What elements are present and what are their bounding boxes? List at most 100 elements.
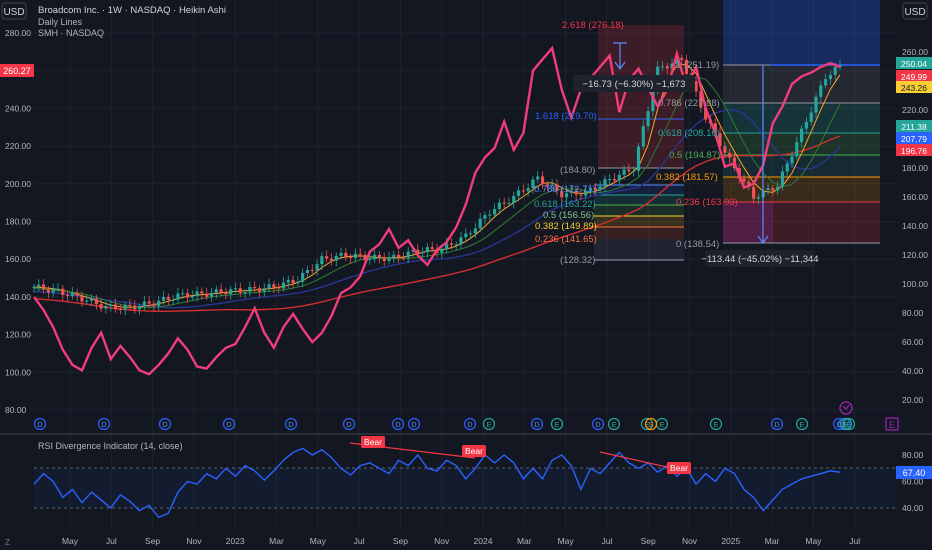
event-marker-circle[interactable] <box>342 417 356 431</box>
fib-label-1618: 1.618 (219.70) <box>535 111 597 122</box>
fib-r-label-0382: 0.382 (181.57) <box>656 172 718 183</box>
event-marker-circle[interactable] <box>463 417 477 431</box>
event-marker-circle[interactable] <box>407 417 421 431</box>
candle-body <box>344 252 348 257</box>
time-tick: Mar <box>269 536 284 546</box>
candle-body <box>339 252 343 256</box>
candle-body <box>334 255 338 261</box>
candle-body <box>675 58 679 64</box>
candle-body <box>646 111 650 127</box>
time-tick: Mar <box>765 536 780 546</box>
candle-body <box>704 107 708 120</box>
timezone-button[interactable]: Z <box>5 538 10 547</box>
event-marker-circle[interactable] <box>33 417 47 431</box>
smh-line[interactable] <box>33 45 841 376</box>
replay-icon[interactable] <box>839 401 853 415</box>
currency-button-left-box[interactable] <box>1 2 27 20</box>
fib-left-band-5 <box>594 227 684 239</box>
candle-body <box>267 284 271 289</box>
fib-right-band-1 <box>723 65 880 103</box>
rsi-legend: RSI Divergence Indicator (14, close) <box>38 441 183 451</box>
candle-body <box>75 292 79 296</box>
right-tick: 140.00 <box>902 221 928 231</box>
left-tick: 80.00 <box>5 405 27 415</box>
candle-body <box>660 66 665 68</box>
event-marker-circle[interactable] <box>530 417 544 431</box>
rsi-divergences: Bear Bear Bear <box>349 436 691 474</box>
event-marker-circle[interactable] <box>482 417 496 431</box>
chart-title: Broadcom Inc. · 1W · NASDAQ · Heikin Ash… <box>38 5 226 16</box>
candle-body <box>766 188 770 191</box>
left-current-price: 260.27 <box>3 66 31 76</box>
candle-body <box>310 270 314 272</box>
candle-body <box>819 85 823 97</box>
candle-body <box>157 300 161 307</box>
candle-body <box>209 292 214 297</box>
event-marker-circle[interactable] <box>284 417 298 431</box>
left-current-price-badge <box>0 64 34 77</box>
right-badge-box <box>896 57 932 69</box>
fib-label-0786: 0.786 (172.71) <box>534 184 596 195</box>
candle-body <box>253 286 257 289</box>
candle-body <box>233 288 238 290</box>
time-tick: Sep <box>393 536 408 546</box>
currency-button-right-box[interactable] <box>902 2 928 20</box>
time-tick: May <box>310 536 327 546</box>
candle-body <box>56 288 60 290</box>
currency-button-left[interactable]: USD <box>3 7 24 18</box>
fib-right-band-6 <box>723 202 880 243</box>
event-marker-circle[interactable] <box>550 417 564 431</box>
candle-body <box>171 299 175 301</box>
candle-body <box>291 279 295 284</box>
candle-body <box>277 287 281 289</box>
event-marker-circle[interactable] <box>97 417 111 431</box>
event-marker-circle[interactable] <box>842 417 856 431</box>
legend-smh: SMH · NASDAQ <box>38 28 104 38</box>
event-marker-circle[interactable] <box>770 417 784 431</box>
event-marker-circle[interactable] <box>644 417 658 431</box>
bear-label-1: Bear <box>364 437 382 447</box>
measure-tools: −16.73 (−6.30%) −1,673 −113.44 (−45.02%)… <box>573 42 819 267</box>
event-marker-circle[interactable] <box>640 417 654 431</box>
event-marker-circle[interactable] <box>607 417 621 431</box>
fib-right-top-zone <box>723 0 880 65</box>
event-marker-circle[interactable] <box>158 417 172 431</box>
fib-right-band-purple <box>723 202 773 243</box>
event-marker-circle[interactable] <box>795 417 809 431</box>
candle-body <box>190 296 194 298</box>
event-marker-circle[interactable] <box>832 417 846 431</box>
candle-body <box>617 174 621 181</box>
candle-body <box>550 184 554 186</box>
event-marker-circle[interactable] <box>222 417 236 431</box>
candle-body <box>315 264 319 271</box>
event-marker-label: E <box>554 420 559 429</box>
fib-left-band-2 <box>594 195 684 205</box>
candle-body <box>483 215 487 219</box>
event-marker-label: D <box>226 420 232 429</box>
right-badge-value: 243.26 <box>901 83 927 93</box>
event-marker-label: E <box>846 420 851 429</box>
time-tick: Sep <box>145 536 160 546</box>
event-marker-circle[interactable] <box>839 417 853 431</box>
fib-label-0382: 0.382 (149.89) <box>535 221 597 232</box>
rsi-current-badge <box>896 466 932 479</box>
event-marker-circle[interactable] <box>709 417 723 431</box>
candle-body <box>349 256 353 259</box>
fib-r-label-0786: 0.786 (227.88) <box>658 98 720 109</box>
rsi-tick: 60.00 <box>902 477 924 487</box>
avgo-candles <box>32 52 842 316</box>
measure-label-2: −113.44 (−45.02%) −11,344 <box>701 254 818 265</box>
candle-body <box>790 156 794 164</box>
purple-e-marker[interactable]: E <box>885 417 899 431</box>
bear-label-3: Bear <box>670 463 688 473</box>
rsi-line[interactable] <box>33 447 841 519</box>
event-marker-circle[interactable] <box>391 417 405 431</box>
event-marker-circle[interactable] <box>591 417 605 431</box>
currency-button-right[interactable]: USD <box>904 7 925 18</box>
candle-body <box>353 253 358 259</box>
candle-body <box>521 190 525 192</box>
measure-label-1: −16.73 (−6.30%) −1,673 <box>583 79 686 90</box>
candle-body <box>728 152 732 158</box>
candle-body <box>85 300 89 302</box>
